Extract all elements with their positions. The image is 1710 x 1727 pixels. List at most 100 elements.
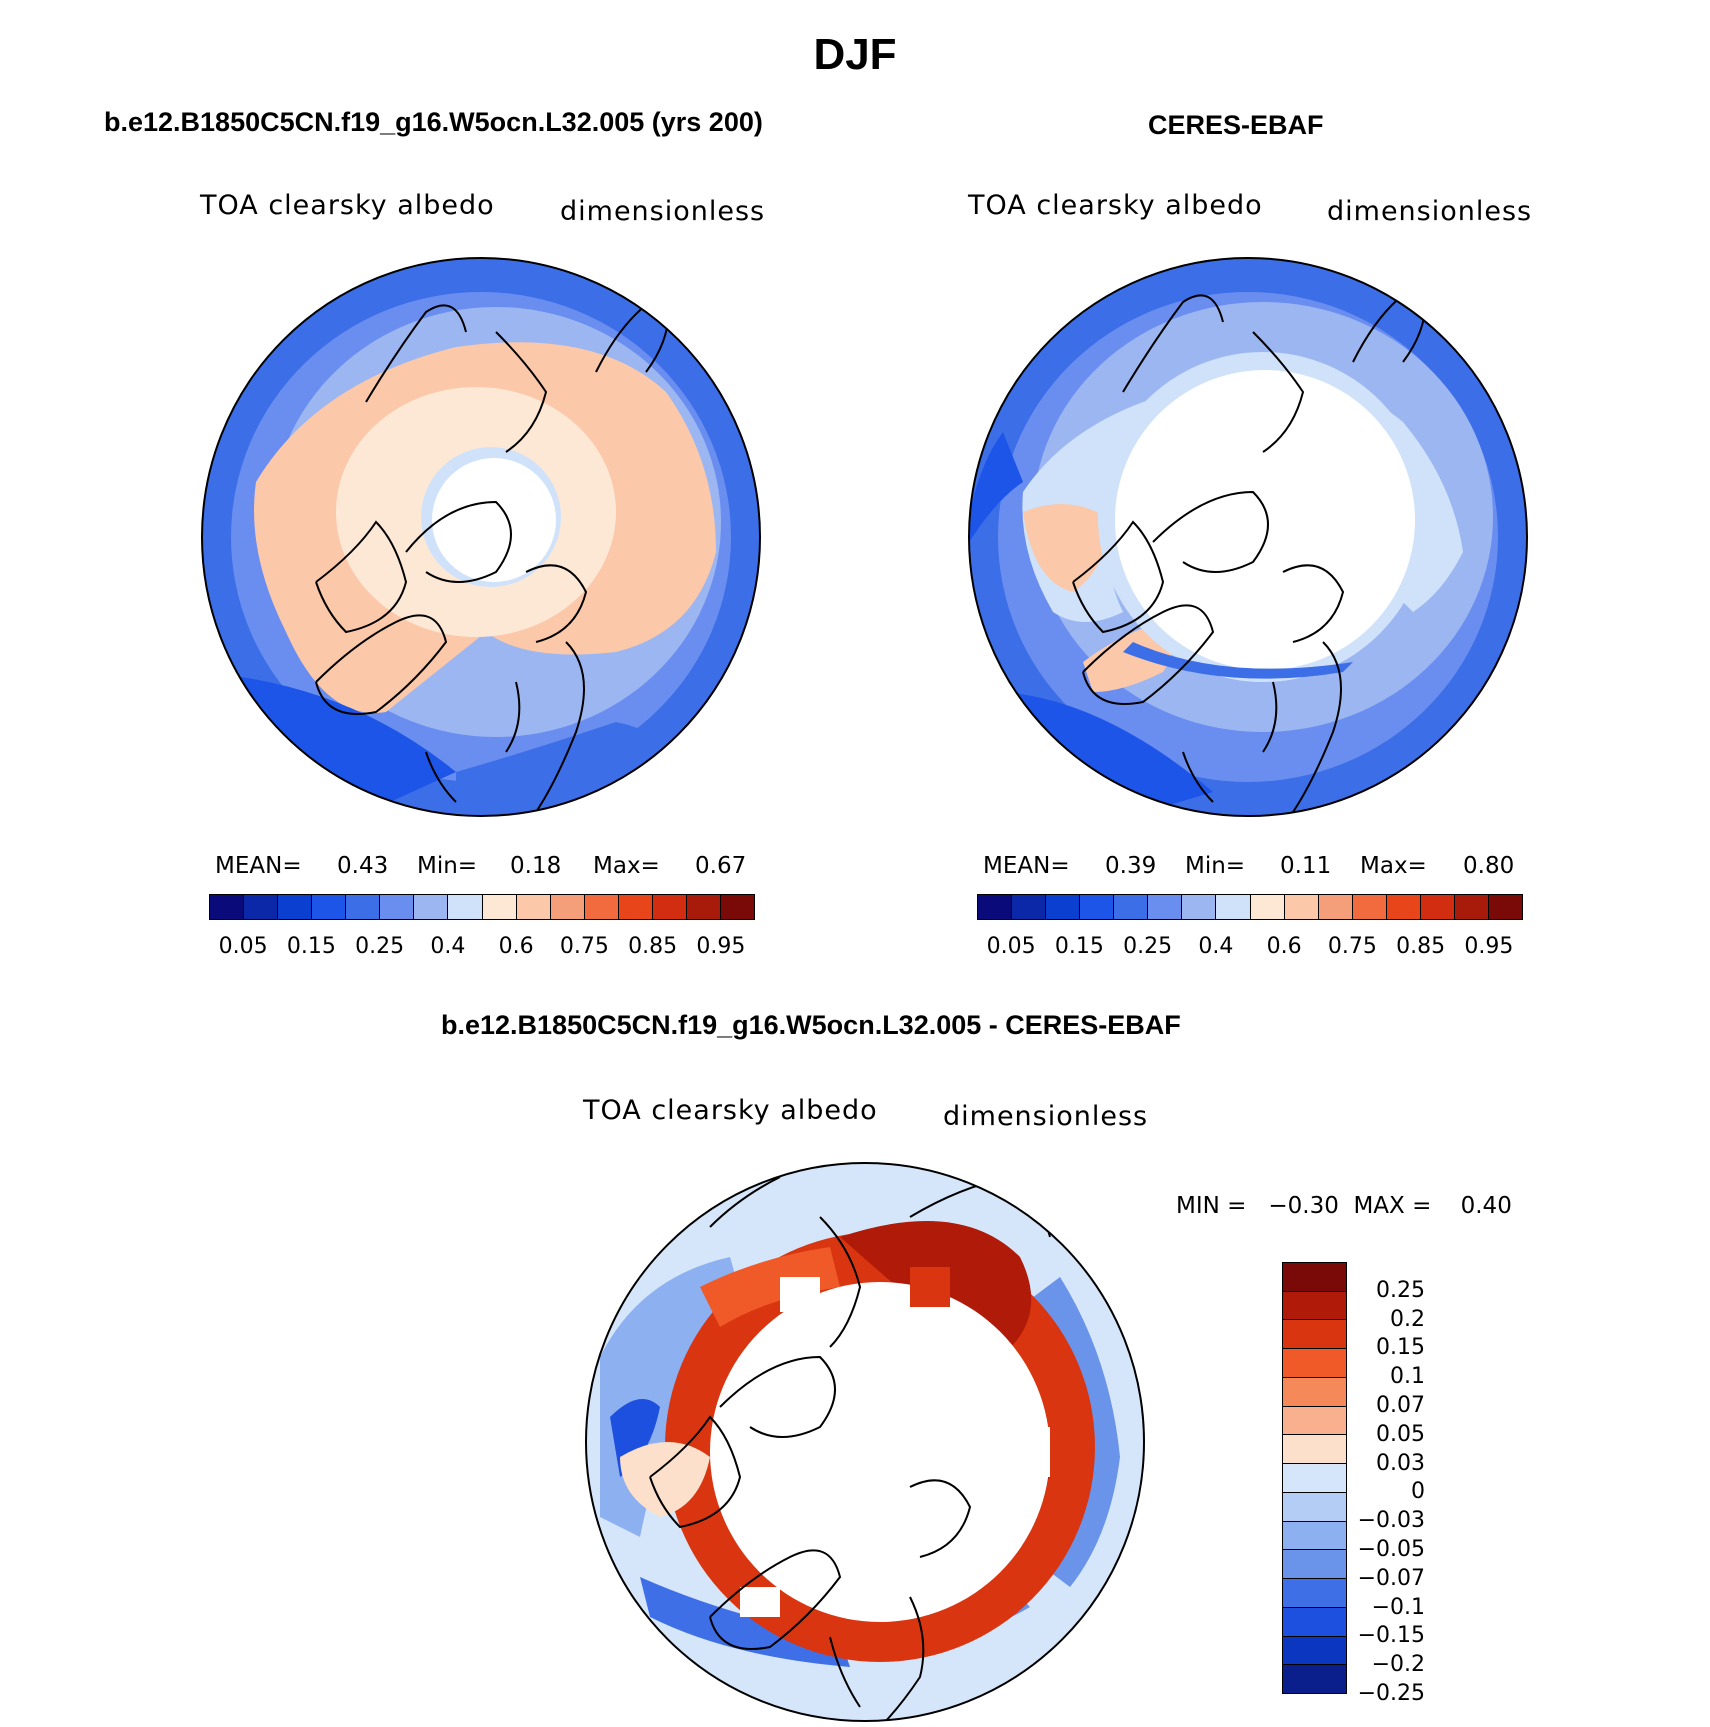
- diff-colorbar-tick-label: −0.1: [1371, 1594, 1425, 1620]
- model-variable-label: TOA clearsky albedo: [200, 190, 495, 221]
- obs-colorbar-swatch: [1182, 895, 1217, 919]
- diff-colorbar-tick-label: 0: [1411, 1479, 1425, 1505]
- obs-colorbar-tick-label: 0.85: [1396, 934, 1446, 959]
- model-mean-value: 0.43: [337, 853, 389, 879]
- diff-colorbar-tick-label: 0.1: [1390, 1364, 1425, 1390]
- diff-colorbar-swatch: [1283, 1636, 1346, 1666]
- diff-colorbar-swatch: [1283, 1665, 1346, 1694]
- obs-colorbar-tick-label: 0.25: [1123, 934, 1173, 959]
- obs-units-label: dimensionless: [1327, 196, 1533, 227]
- model-colorbar-swatch: [482, 895, 517, 919]
- diff-colorbar-swatch: [1283, 1377, 1346, 1407]
- obs-colorbar-swatch: [1148, 895, 1183, 919]
- obs-colorbar-swatch: [1318, 895, 1353, 919]
- model-colorbar-swatch: [244, 895, 279, 919]
- obs-colorbar-tick-label: 0.4: [1198, 934, 1234, 959]
- model-colorbar-tick-label: 0.05: [218, 934, 268, 959]
- diff-variable-label: TOA clearsky albedo: [583, 1095, 878, 1126]
- obs-mean-value: 0.39: [1105, 853, 1157, 879]
- diff-colorbar-tick-label: −0.07: [1357, 1565, 1425, 1591]
- diff-colorbar: [1282, 1262, 1347, 1694]
- obs-min-label: Min=: [1185, 853, 1246, 879]
- obs-max-value: 0.80: [1463, 853, 1515, 879]
- obs-colorbar-swatch: [1114, 895, 1149, 919]
- model-colorbar-swatch: [550, 895, 585, 919]
- obs-colorbar-swatch: [1012, 895, 1047, 919]
- model-max-label: Max=: [593, 853, 660, 879]
- diff-colorbar-swatch: [1283, 1263, 1346, 1292]
- obs-colorbar-swatch: [1284, 895, 1319, 919]
- diff-colorbar-swatch: [1283, 1291, 1346, 1321]
- diff-colorbar-swatch: [1283, 1492, 1346, 1522]
- diff-colorbar-tick-label: −0.03: [1357, 1508, 1425, 1534]
- diff-colorbar-tick-label: −0.25: [1357, 1681, 1425, 1706]
- model-max-value: 0.67: [695, 853, 747, 879]
- model-colorbar-swatch: [652, 895, 687, 919]
- obs-colorbar-swatch: [1488, 895, 1522, 919]
- model-colorbar-ticks: 0.05 0.15 0.25 0.4 0.6 0.75 0.85 0.95: [209, 934, 755, 964]
- obs-colorbar-tick-label: 0.6: [1266, 934, 1302, 959]
- obs-colorbar-swatch: [1352, 895, 1387, 919]
- model-colorbar-swatch: [278, 895, 313, 919]
- model-colorbar-tick-label: 0.4: [430, 934, 466, 959]
- model-colorbar-swatch: [618, 895, 653, 919]
- diff-min-max: MIN = −0.30 MAX = 0.40: [1176, 1193, 1512, 1219]
- model-colorbar: [209, 894, 755, 920]
- obs-colorbar-swatch: [1420, 895, 1455, 919]
- diff-colorbar-swatch: [1283, 1579, 1346, 1608]
- obs-colorbar-swatch: [1216, 895, 1251, 919]
- model-case-title: b.e12.B1850C5CN.f19_g16.W5ocn.L32.005 (y…: [104, 107, 763, 137]
- model-colorbar-swatch: [380, 895, 415, 919]
- model-polar-map: [201, 257, 761, 817]
- model-colorbar-tick-label: 0.75: [559, 934, 609, 959]
- model-colorbar-tick-label: 0.95: [696, 934, 746, 959]
- obs-colorbar-swatch: [1454, 895, 1489, 919]
- obs-colorbar-tick-label: 0.05: [986, 934, 1036, 959]
- model-min-value: 0.18: [510, 853, 562, 879]
- obs-colorbar-tick-label: 0.75: [1327, 934, 1377, 959]
- diff-colorbar-ticks: 0.25 0.2 0.15 0.1 0.07 0.05 0.03 0 −0.03 −0.05 −0.…: [1335, 1262, 1435, 1706]
- model-colorbar-swatch: [346, 895, 381, 919]
- obs-colorbar-swatch: [1080, 895, 1115, 919]
- obs-colorbar-swatch: [1250, 895, 1285, 919]
- diff-colorbar-tick-label: 0.05: [1376, 1421, 1425, 1447]
- obs-colorbar-swatch: [1386, 895, 1421, 919]
- diff-colorbar-tick-label: −0.05: [1357, 1537, 1425, 1562]
- obs-max-label: Max=: [1360, 853, 1427, 879]
- diff-colorbar-tick-label: 0.15: [1376, 1335, 1425, 1361]
- model-colorbar-swatch: [414, 895, 449, 919]
- model-colorbar-tick-label: 0.25: [355, 934, 405, 959]
- obs-colorbar-swatch: [1046, 895, 1081, 919]
- diff-colorbar-swatch: [1283, 1320, 1346, 1350]
- obs-colorbar-ticks: 0.05 0.15 0.25 0.4 0.6 0.75 0.85 0.95: [977, 934, 1523, 964]
- model-min-label: Min=: [417, 853, 478, 879]
- diff-case-title: b.e12.B1850C5CN.f19_g16.W5ocn.L32.005 - …: [441, 1010, 1181, 1040]
- model-colorbar-swatch: [516, 895, 551, 919]
- diff-colorbar-tick-label: 0.03: [1376, 1450, 1425, 1476]
- model-colorbar-tick-label: 0.6: [498, 934, 534, 959]
- model-colorbar-swatch: [686, 895, 721, 919]
- obs-variable-label: TOA clearsky albedo: [968, 190, 1263, 221]
- obs-min-value: 0.11: [1280, 853, 1332, 879]
- diff-colorbar-swatch: [1283, 1406, 1346, 1436]
- diff-polar-map: [585, 1162, 1145, 1722]
- obs-colorbar: [977, 894, 1523, 920]
- diff-colorbar-tick-label: −0.2: [1371, 1652, 1425, 1678]
- diff-colorbar-tick-label: 0.2: [1390, 1306, 1425, 1332]
- obs-polar-map: [968, 257, 1528, 817]
- diff-colorbar-tick-label: 0.07: [1376, 1393, 1425, 1418]
- model-colorbar-swatch: [312, 895, 347, 919]
- model-colorbar-tick-label: 0.15: [286, 934, 336, 959]
- diff-units-label: dimensionless: [943, 1101, 1149, 1132]
- model-colorbar-swatch: [584, 895, 619, 919]
- diff-colorbar-tick-label: 0.25: [1376, 1277, 1425, 1303]
- model-colorbar-swatch: [448, 895, 483, 919]
- obs-colorbar-tick-label: 0.95: [1464, 934, 1514, 959]
- obs-mean-label: MEAN=: [983, 853, 1070, 879]
- diff-colorbar-swatch: [1283, 1607, 1346, 1637]
- model-colorbar-swatch: [720, 895, 754, 919]
- model-colorbar-tick-label: 0.85: [628, 934, 678, 959]
- obs-colorbar-tick-label: 0.15: [1054, 934, 1104, 959]
- diff-colorbar-swatch: [1283, 1435, 1346, 1465]
- diff-colorbar-swatch: [1283, 1521, 1346, 1551]
